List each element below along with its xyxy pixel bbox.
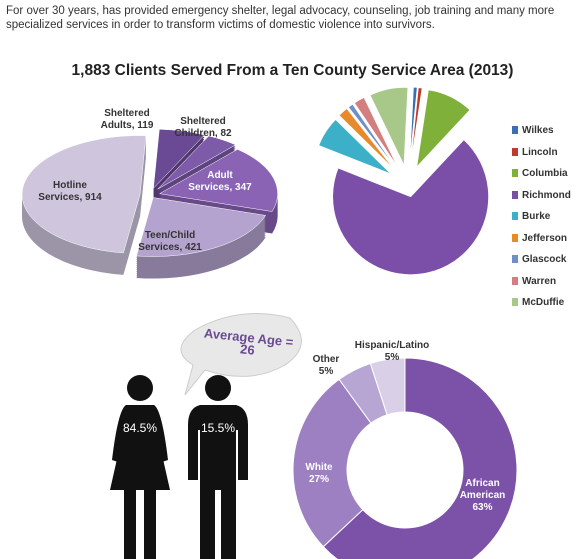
legend-swatch [512, 190, 518, 199]
slice-label: White 27% [294, 462, 344, 486]
pie-slice [353, 96, 399, 168]
legend-item: Columbia [512, 168, 568, 179]
legend-item: Jefferson [512, 233, 567, 244]
intro-text: For over 30 years, has provided emergenc… [6, 5, 555, 31]
speech-bubble [180, 313, 302, 396]
legend-item: Lincoln [512, 147, 558, 158]
legend-item: Warren [512, 276, 556, 287]
donut-slice [292, 378, 372, 548]
legend-item: Burke [512, 211, 550, 222]
legend-swatch [512, 169, 518, 177]
legend-item: Richmond [512, 190, 571, 201]
legend-label: Glascock [522, 254, 567, 265]
slice-label: Other 5% [306, 354, 346, 378]
pie-slice [153, 129, 205, 189]
donut-slice [322, 357, 518, 559]
legend-label: Wilkes [522, 125, 554, 136]
pie-slice [21, 135, 147, 254]
legend-label: McDuffie [522, 297, 565, 308]
legend-swatch [512, 147, 518, 156]
pie-slice [409, 86, 418, 166]
slice-label: Hispanic/Latino 5% [352, 340, 432, 364]
person-figure [110, 405, 170, 559]
slice-label: Adult Services, 347 [188, 170, 252, 193]
legend-swatch [512, 276, 518, 285]
slice-label: Teen/Child Services, 421 [138, 230, 202, 253]
legend-swatch [512, 233, 518, 242]
category-label: African American [459, 478, 506, 501]
head [205, 375, 231, 401]
legend-label: Burke [522, 211, 551, 222]
legend-swatch [512, 298, 518, 306]
legend-label: Columbia [522, 168, 568, 179]
slice-label: African American 63% [455, 478, 510, 514]
legend-label: Jefferson [522, 232, 568, 244]
pie-slice [338, 107, 396, 171]
legend-swatch [512, 212, 518, 220]
person-figure [188, 405, 248, 559]
pie-slice [136, 197, 267, 257]
legend-item: Glascock [512, 254, 566, 265]
legend-item: Wilkes [512, 125, 554, 136]
value-label: 63% [472, 502, 493, 513]
pie-slice [369, 87, 409, 166]
legend-label: Richmond [522, 189, 571, 201]
pie-slice [318, 118, 392, 175]
legend-swatch [512, 255, 518, 263]
value-label: 27% [308, 474, 329, 485]
head [127, 375, 153, 401]
gender-percent: 84.5% [123, 421, 157, 435]
pie-slice [332, 139, 490, 276]
category-label: Hispanic/Latino [354, 340, 430, 351]
legend-label: Warren [522, 275, 557, 287]
category-label: White [305, 462, 333, 473]
slice-label: Sheltered Children, 82 [174, 116, 232, 139]
value-label: 5% [318, 366, 334, 377]
legend-label: Lincoln [522, 146, 558, 158]
pie-slice [157, 135, 237, 190]
category-label: Other [312, 354, 340, 365]
value-label: 5% [384, 352, 400, 363]
slice-label: Hotline Services, 914 [38, 180, 102, 203]
pie-slice [158, 149, 278, 212]
gender-percent: 15.5% [201, 421, 235, 435]
legend-swatch [512, 126, 518, 134]
donut-slice [369, 357, 406, 416]
title: 1,883 Clients Served From a Ten County S… [71, 62, 514, 79]
pie-slice [347, 103, 397, 170]
pie-slice [410, 87, 423, 166]
slice-label: Sheltered Adults, 119 [100, 108, 154, 131]
legend-item: McDuffie [512, 297, 564, 308]
pie-slice [416, 89, 471, 169]
